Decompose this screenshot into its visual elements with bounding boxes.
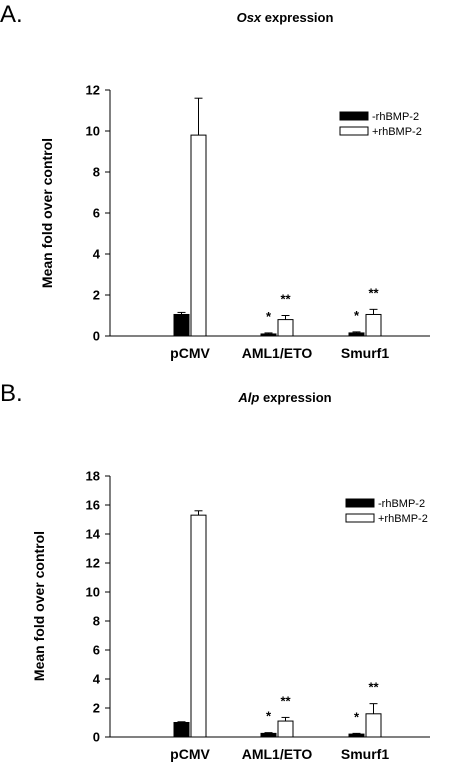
panel-b-bar-minus: [173, 722, 190, 738]
panel-a-y-tick-label: 8: [93, 165, 100, 180]
panel-b-y-tick-label: 18: [86, 469, 100, 484]
panel-b-legend-label: -rhBMP-2: [378, 498, 425, 510]
panel-a-y-tick-label: 4: [93, 247, 101, 262]
panel-b-bar-plus: [365, 713, 382, 738]
panel-b-y-tick-label: 8: [93, 614, 100, 629]
panel-a-bar-plus: [277, 319, 294, 337]
panel-a-significance-mark: *: [266, 309, 272, 324]
panel-a-legend-swatch: [339, 111, 369, 121]
panel-b-category-label: AML1/ETO: [242, 746, 313, 762]
panel-b-bar-plus: [190, 514, 207, 738]
panel-b: B. Alp expression Mean fold over control…: [0, 380, 430, 762]
panel-a-legend-label: -rhBMP-2: [372, 111, 419, 123]
panel-b-significance-mark: **: [368, 680, 379, 695]
panel-b-y-tick-label: 12: [86, 556, 100, 571]
panel-b-y-tick-label: 2: [93, 701, 100, 716]
panel-a-category-label: pCMV: [170, 345, 210, 361]
panel-a-y-tick-label: 10: [86, 124, 100, 139]
panel-a-y-tick-label: 0: [93, 329, 100, 344]
panel-a-bar-plus: [190, 134, 207, 337]
panel-a-legend-swatch: [339, 126, 369, 136]
panel-b-significance-mark: *: [354, 709, 360, 724]
panel-a-letter: A.: [0, 1, 23, 28]
panel-b-ylabel: Mean fold over control: [31, 531, 47, 681]
panel-a-significance-mark: **: [368, 285, 379, 300]
panel-b-bar-plus: [277, 720, 294, 738]
panel-a-significance-mark: **: [280, 292, 291, 307]
panel-b-significance-mark: *: [266, 709, 272, 724]
panel-b-y-tick-label: 16: [86, 498, 100, 513]
panel-a-title-text: expression: [261, 10, 333, 25]
panel-a-significance-mark: *: [354, 308, 360, 323]
panel-a-legend-label: +rhBMP-2: [372, 126, 422, 138]
panel-a-y-tick-label: 12: [86, 83, 100, 98]
panel-a-bar-minus: [348, 332, 365, 337]
panel-b-y-tick-label: 10: [86, 585, 100, 600]
panel-b-y-tick-label: 14: [86, 527, 101, 542]
panel-b-category-label: pCMV: [170, 746, 210, 762]
panel-a-category-label: AML1/ETO: [242, 345, 313, 361]
panel-b-y-tick-label: 6: [93, 643, 100, 658]
panel-b-title-gene: Alp: [237, 390, 259, 405]
panel-a: A. Osx expression Mean fold over control…: [0, 1, 430, 361]
panel-b-bar-minus: [348, 733, 365, 738]
panel-a-y-tick-label: 6: [93, 206, 100, 221]
panel-a-category-label: Smurf1: [341, 345, 389, 361]
panel-a-bar-plus: [365, 313, 382, 337]
panel-b-y-tick-label: 0: [93, 730, 100, 745]
panel-a-title-gene: Osx: [237, 10, 262, 25]
panel-b-letter: B.: [0, 380, 23, 407]
panel-b-title: Alp expression: [237, 390, 331, 405]
panel-b-legend-label: +rhBMP-2: [378, 513, 428, 525]
panel-a-bar-minus: [260, 333, 277, 337]
panel-a-ylabel: Mean fold over control: [39, 138, 55, 288]
panel-b-significance-mark: **: [280, 693, 291, 708]
panel-b-title-text: expression: [259, 390, 331, 405]
panel-b-legend-swatch: [345, 498, 375, 508]
panel-b-category-label: Smurf1: [341, 746, 389, 762]
panel-b-y-tick-label: 4: [93, 672, 101, 687]
panel-b-legend-swatch: [345, 513, 375, 523]
panel-a-bar-minus: [173, 313, 190, 337]
panel-a-y-tick-label: 2: [93, 288, 100, 303]
panel-a-title: Osx expression: [237, 10, 334, 25]
panel-b-bar-minus: [260, 732, 277, 738]
